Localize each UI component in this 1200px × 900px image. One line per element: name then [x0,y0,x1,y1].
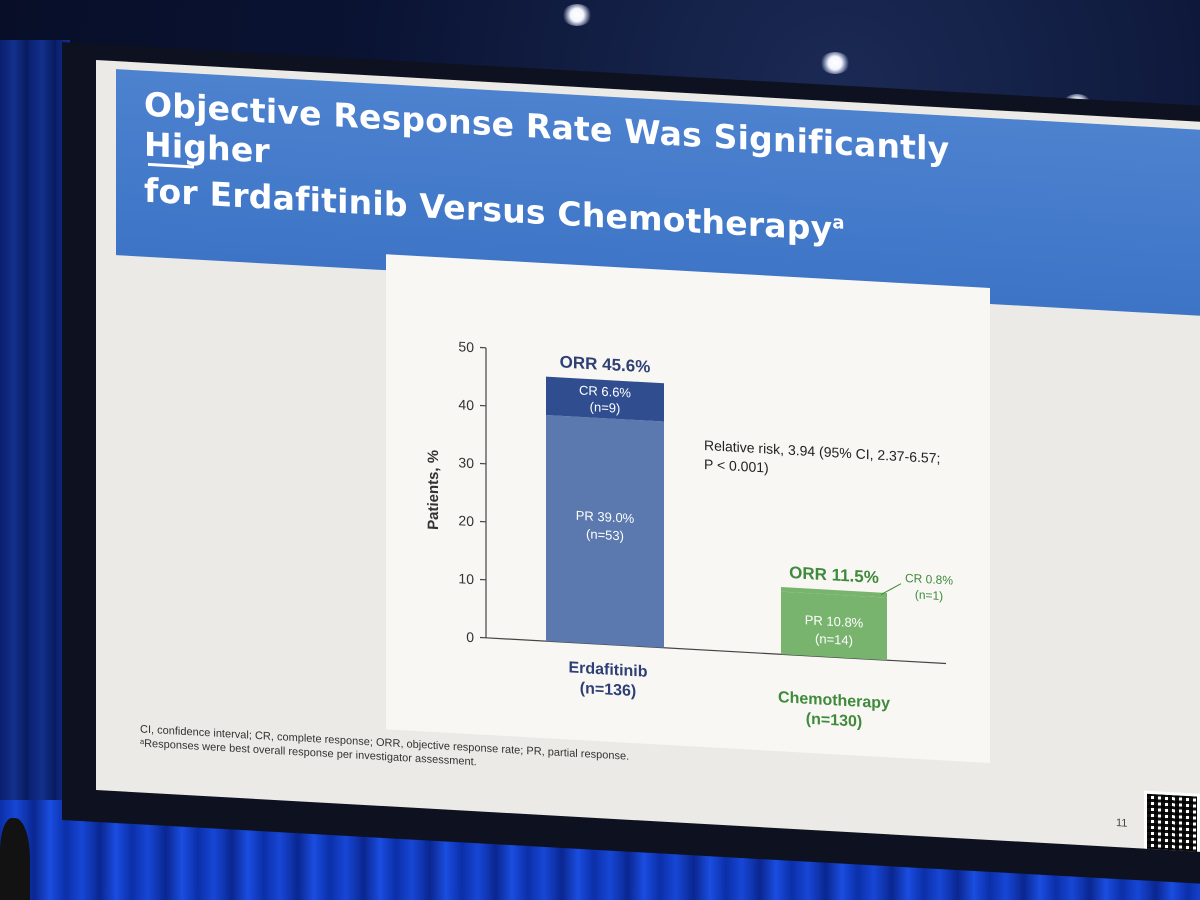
bar-cr-1 [781,587,887,598]
cr-n-label-0: (n=9) [590,399,621,416]
curtain-left [0,40,70,900]
y-tick-label: 30 [458,454,474,471]
pr-label-1: PR 10.8% [805,612,864,630]
orr-bar-chart: 0 10 20 30 40 50 Patients, % PR 39.0%(n=53) OR… [425,338,953,731]
page-number: 11 [1116,817,1128,830]
category-label-chemotherapy: Chemotherapy [778,689,890,712]
pr-n-label-1: (n=14) [815,631,853,648]
pr-n-label-0: (n=53) [586,526,624,543]
cr-label-0: CR 6.6% [579,383,631,401]
category-n-chemotherapy: (n=130) [806,711,862,731]
pr-label-0: PR 39.0% [576,508,635,526]
bar-pr-0 [546,414,664,648]
y-tick-label: 0 [466,629,474,645]
y-tick-label: 10 [458,570,474,587]
y-axis-label: Patients, % [425,449,442,530]
category-n-erdafitinib: (n=136) [580,680,636,700]
bar-cr-0 [546,376,664,422]
y-ticks: 0 10 20 30 40 50 [458,338,486,645]
stage-light-icon [562,4,592,26]
relative-risk-annotation-line2: P < 0.001) [704,456,769,476]
cr-label-1: CR 0.8% [905,571,953,588]
stage-light-icon [820,52,850,74]
bar-pr-1 [781,591,887,661]
title-superscript: a [832,212,845,234]
chart-panel: 0 10 20 30 40 50 Patients, % PR 39.0% (n=53) OR… [386,254,990,763]
y-tick-label: 20 [458,512,474,529]
orr-total-label-1: ORR 11.5% [789,563,879,587]
category-label-erdafitinib: Erdafitinib [568,659,647,680]
cr-n-label-1: (n=1) [915,588,943,604]
qr-code-icon[interactable] [1144,790,1200,852]
audience-silhouette [0,818,30,900]
y-tick-label: 40 [458,396,474,413]
presentation-slide: Objective Response Rate Was Significantl… [96,60,1200,852]
cr-leader-line [880,583,902,596]
orr-total-label-0: ORR 45.6% [560,352,651,376]
bars: PR 39.0%(n=53) ORR 45.6% PR 10.8%(n=14) ORR… [546,352,953,661]
y-tick-label: 50 [458,338,474,355]
